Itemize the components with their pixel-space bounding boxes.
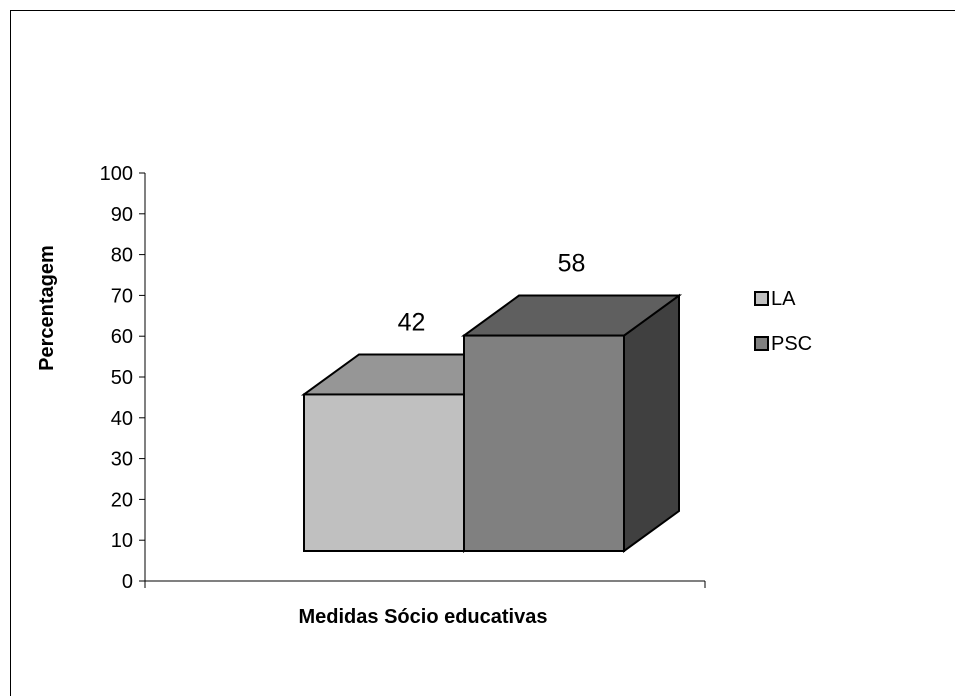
y-tick-label: 60 — [111, 326, 133, 348]
y-tick-label: 100 — [100, 163, 133, 185]
y-tick-label: 30 — [111, 449, 133, 471]
x-axis-title: Medidas Sócio educativas — [299, 606, 548, 628]
y-tick-label: 80 — [111, 245, 133, 267]
y-tick-label: 0 — [122, 571, 133, 593]
data-label: 42 — [398, 308, 426, 336]
chart-frame — [10, 10, 955, 696]
y-tick-label: 10 — [111, 530, 133, 552]
data-label: 58 — [558, 250, 586, 278]
y-tick-label: 40 — [111, 408, 133, 430]
y-tick-label: 20 — [111, 489, 133, 511]
y-axis-title: Percentagem — [36, 245, 58, 371]
data-labels: 42 58 — [398, 250, 586, 337]
bars — [300, 293, 683, 553]
legend-item-psc: PSC — [754, 333, 812, 355]
legend-swatch — [754, 291, 769, 306]
y-tick-labels: 0 10 20 30 40 50 60 70 80 90 100 — [100, 163, 145, 593]
y-tick-label: 50 — [111, 367, 133, 389]
legend-item-la: LA — [754, 288, 796, 310]
y-tick-label: 70 — [111, 285, 133, 307]
bar-front-face — [303, 393, 465, 552]
y-tick-label: 90 — [111, 204, 133, 226]
bar-side-face — [623, 293, 680, 553]
legend-swatch — [754, 336, 769, 351]
bar-psc — [460, 293, 683, 553]
legend-label: LA — [771, 288, 796, 310]
legend-label: PSC — [771, 333, 812, 355]
legend: LA PSC — [754, 288, 812, 355]
bar-front-face — [463, 334, 625, 552]
